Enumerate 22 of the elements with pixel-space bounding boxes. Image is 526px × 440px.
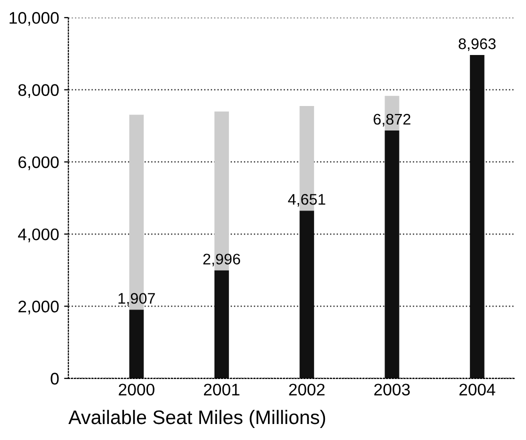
data-label: 1,907	[118, 292, 155, 306]
data-label: 4,651	[288, 194, 326, 207]
bar	[384, 130, 400, 378]
y-tick-label: 2,000	[18, 300, 59, 314]
y-tick-label: 0	[50, 372, 59, 385]
data-label: 2,996	[203, 254, 240, 266]
y-tick-label: 8,000	[18, 84, 59, 98]
x-tick-label: 2000	[118, 384, 154, 396]
data-label: 6,872	[374, 114, 410, 126]
x-axis-title: Available Seat Miles (Millions)	[68, 410, 326, 428]
bar	[214, 270, 229, 378]
x-tick-label: 2002	[289, 384, 325, 396]
bar	[129, 310, 144, 378]
x-tick-label: 2001	[204, 384, 240, 396]
data-label: 8,963	[458, 38, 496, 52]
x-tick-label: 2004	[459, 384, 496, 396]
bar	[470, 55, 484, 378]
y-tick-label: 10,000	[10, 12, 59, 26]
y-tick-label: 6,000	[18, 156, 59, 170]
x-tick-label: 2003	[374, 384, 410, 396]
y-tick-label: 4,000	[18, 228, 59, 242]
bar	[300, 210, 314, 378]
